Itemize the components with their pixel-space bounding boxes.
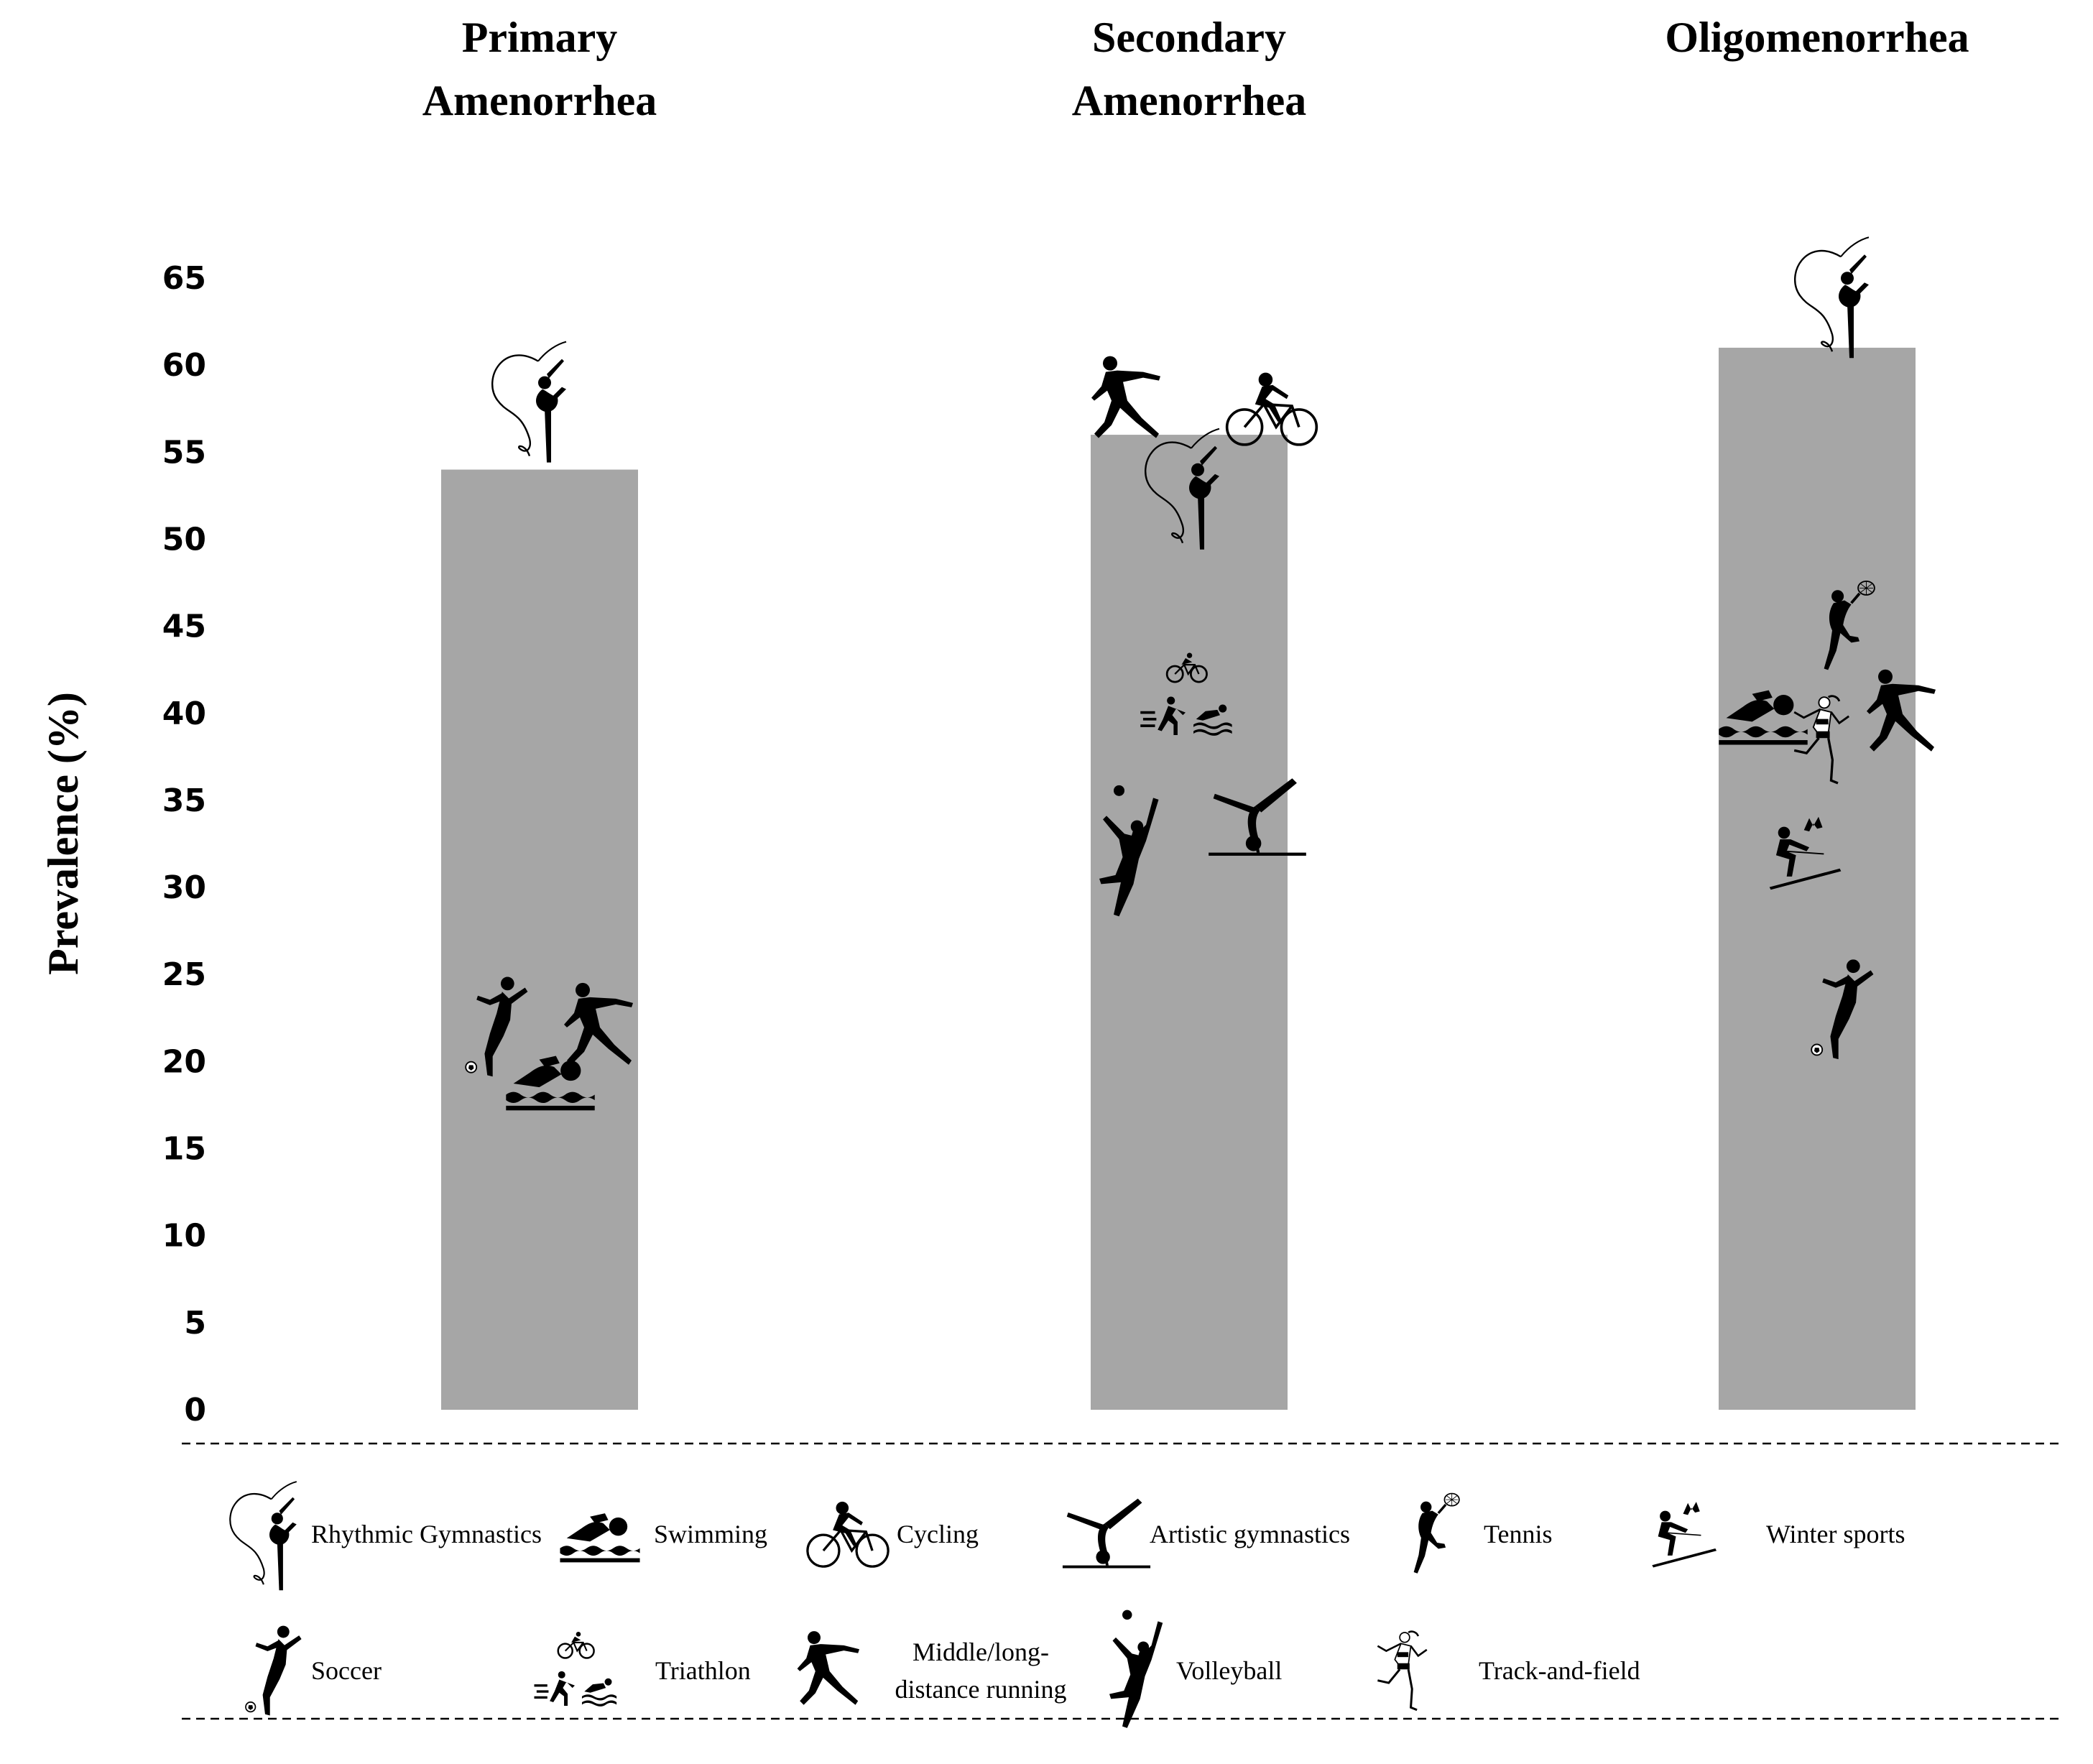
legend-swimming-icon xyxy=(560,1513,640,1563)
y-tick-label: 20 xyxy=(162,1043,206,1080)
legend-label-swimming: Swimming xyxy=(654,1520,767,1548)
legend-label-middle-long-distance-running: distance running xyxy=(895,1675,1067,1704)
bar-primary-amenorrhea xyxy=(441,469,638,1410)
legend-soccer-icon xyxy=(245,1625,302,1717)
cycling-icon xyxy=(1225,371,1318,446)
bar-secondary-amenorrhea xyxy=(1091,435,1288,1410)
legend-artistic-gymnastics-icon xyxy=(1062,1498,1151,1569)
column-title-3-line-1: Oligomenorrhea xyxy=(1665,14,1969,61)
y-tick-label: 60 xyxy=(162,347,206,384)
legend-label-middle-long-distance-running: Middle/long- xyxy=(912,1638,1049,1666)
y-tick-label: 30 xyxy=(162,869,206,906)
legend-volleyball-icon xyxy=(1109,1610,1163,1728)
y-axis-label: Prevalence (%) xyxy=(40,692,87,975)
y-tick-label: 15 xyxy=(162,1131,206,1168)
middle-long-distance-running-icon xyxy=(1091,356,1160,438)
legend-label-winter-sports: Winter sports xyxy=(1766,1520,1905,1548)
column-title-2-line-1: Secondary xyxy=(1092,14,1286,61)
legend-label-triathlon: Triathlon xyxy=(655,1656,751,1685)
legend-rhythmic-gymnastics-icon xyxy=(229,1480,297,1592)
legend-tennis-icon xyxy=(1412,1492,1461,1575)
column-titles: Primary Amenorrhea Secondary Amenorrhea Olig… xyxy=(422,14,1969,124)
bar-oligomenorrhea xyxy=(1719,347,1916,1410)
column-title-1-line-1: Primary xyxy=(462,14,618,61)
column-title-1-line-2: Amenorrhea xyxy=(422,77,657,124)
column-title-2-line-2: Amenorrhea xyxy=(1072,77,1307,124)
y-tick-label: 35 xyxy=(162,782,206,819)
legend: Rhythmic Gymnastics Swimming Cycling Artist… xyxy=(229,1480,1905,1728)
legend-label-artistic-gymnastics: Artistic gymnastics xyxy=(1150,1520,1350,1548)
y-tick-label: 45 xyxy=(162,609,206,645)
rhythmic-gymnastics-icon xyxy=(1793,236,1870,359)
y-axis-ticks: 0 5 10 15 20 25 30 35 40 45 50 55 60 65 xyxy=(162,260,206,1428)
legend-label-tennis: Tennis xyxy=(1484,1520,1552,1548)
rhythmic-gymnastics-icon xyxy=(491,341,568,463)
legend-label-track-and-field: Track-and-field xyxy=(1479,1656,1640,1685)
y-tick-label: 55 xyxy=(162,434,206,471)
y-tick-label: 10 xyxy=(162,1218,206,1255)
y-tick-label: 50 xyxy=(162,521,206,558)
bars xyxy=(441,347,1916,1410)
y-tick-label: 5 xyxy=(184,1305,206,1342)
y-tick-label: 0 xyxy=(184,1392,206,1428)
y-tick-label: 65 xyxy=(162,260,206,297)
legend-label-cycling: Cycling xyxy=(897,1520,979,1548)
legend-label-rhythmic-gymnastics: Rhythmic Gymnastics xyxy=(311,1520,542,1548)
legend-cycling-icon xyxy=(806,1500,890,1568)
y-tick-label: 40 xyxy=(162,696,206,732)
legend-winter-sports-icon xyxy=(1651,1501,1718,1569)
y-tick-label: 25 xyxy=(162,956,206,993)
legend-triathlon-icon xyxy=(533,1632,617,1708)
legend-middle-long-distance-running-icon xyxy=(797,1631,859,1705)
legend-label-volleyball: Volleyball xyxy=(1176,1656,1282,1685)
legend-label-soccer: Soccer xyxy=(311,1656,382,1685)
legend-track-and-field-icon xyxy=(1376,1630,1428,1712)
